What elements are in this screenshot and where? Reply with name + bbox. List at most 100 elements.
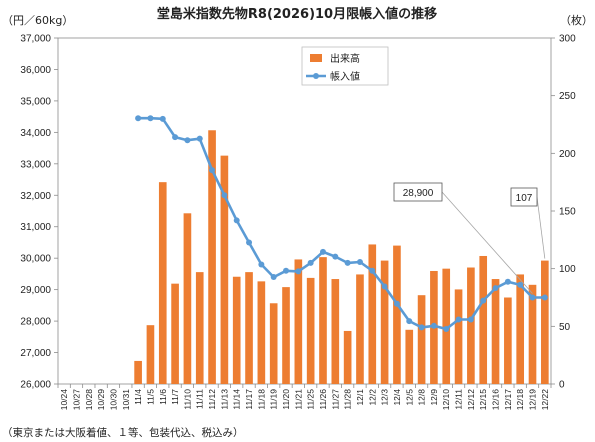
settlement-point [541,294,548,301]
settlement-point [381,283,388,290]
volume-bar [183,213,192,384]
x-tick-label: 11/6 [158,389,168,405]
volume-bar [393,245,401,384]
legend-bar-swatch [310,54,322,62]
x-tick-label: 12/19 [528,389,538,411]
x-axis-ticks: 10/24 10/27 10/28 10/29 10/30 10/31 11/4 11/5 11… [57,384,552,411]
settlement-point [529,294,536,301]
right-tick-label: 200 [559,149,576,160]
volume-bar [516,274,525,384]
settlement-point [492,285,499,292]
left-tick-label: 28,000 [20,317,51,328]
x-tick-label: 11/12 [207,389,217,410]
callout-leader-price [441,191,533,294]
volume-bar [195,272,204,384]
settlement-point [221,192,228,199]
volume-bar [158,182,167,384]
volume-bar [343,330,352,384]
volume-bar [467,267,475,384]
x-tick-label: 11/18 [256,389,266,410]
x-tick-label: 12/5 [404,389,414,406]
settlement-point [418,324,425,331]
volume-bar [368,244,377,384]
volume-bar [331,279,340,384]
settlement-point [270,274,277,281]
x-tick-label: 10/30 [108,389,118,411]
legend-label-volume: 出来高 [330,52,360,65]
x-tick-label: 10/29 [96,389,106,411]
left-tick-label: 36,000 [20,65,51,76]
x-tick-label: 11/10 [182,389,192,410]
settlement-point [344,259,351,266]
settlement-point [455,316,462,323]
settlement-point [283,267,290,274]
settlement-point [159,115,166,122]
x-tick-label: 12/8 [417,389,427,406]
x-tick-label: 11/20 [281,389,291,410]
x-tick-label: 11/19 [269,389,279,410]
left-tick-label: 29,000 [20,285,51,296]
settlement-point [258,261,265,268]
settlement-point [172,134,179,141]
volume-bar [454,289,463,384]
settlement-point [135,115,142,122]
settlement-point [356,258,363,265]
right-tick-label: 100 [559,264,576,275]
volume-bar [380,260,389,384]
x-tick-label: 11/4 [133,389,143,405]
settlement-line [135,115,548,332]
x-tick-label: 11/21 [293,389,303,410]
left-tick-label: 37,000 [20,34,51,45]
x-tick-label: 11/26 [318,389,328,410]
chart-title: 堂島米指数先物R8(2026)10月限帳入値の推移 [157,6,437,22]
x-tick-label: 11/7 [170,389,180,405]
x-tick-label: 11/28 [343,389,353,410]
volume-bar [208,130,216,384]
callout-box-price [393,182,443,202]
volume-bar [491,279,500,384]
x-tick-label: 12/3 [380,389,390,406]
left-tick-label: 35,000 [20,96,51,107]
settlement-point [332,253,339,260]
right-tick-label: 250 [559,91,576,102]
x-tick-label: 12/4 [392,389,402,406]
volume-bar [504,297,512,384]
x-tick-label: 11/13 [219,389,229,410]
left-tick-label: 27,000 [20,348,51,359]
volume-bars [134,130,549,384]
right-tick-label: 300 [559,34,576,45]
settlement-point [480,297,487,304]
settlement-point [295,268,302,275]
volume-bar [232,276,241,384]
x-tick-label: 12/9 [429,389,439,406]
x-tick-label: 12/2 [367,389,377,406]
x-tick-label: 12/18 [515,389,525,411]
volume-bar [282,287,290,384]
volume-bar [146,325,155,384]
x-tick-label: 12/1 [355,389,365,406]
callout-price: 28,900 [403,188,434,199]
volume-bar [306,277,315,384]
left-tick-label: 32,000 [20,191,51,202]
settlement-point [184,137,191,144]
x-tick-label: 10/28 [84,389,94,411]
settlement-point [517,281,524,288]
x-tick-label: 12/12 [466,389,476,411]
x-tick-label: 11/5 [145,389,155,405]
left-tick-label: 31,000 [20,222,51,233]
right-tick-label: 150 [559,207,576,218]
settlement-point [369,267,376,274]
right-axis-unit: （枚） [560,13,593,27]
settlement-polyline [138,116,545,331]
settlement-point [443,325,450,332]
settlement-point [209,167,216,174]
settlement-point [147,115,154,122]
legend: 出来高 帳入値 [301,46,389,86]
plot-border [57,37,552,385]
legend-label-settlement: 帳入値 [330,70,360,83]
x-tick-label: 11/14 [232,389,242,410]
x-tick-label: 10/31 [121,389,131,411]
settlement-point [196,135,203,142]
x-tick-label: 11/25 [306,389,316,410]
